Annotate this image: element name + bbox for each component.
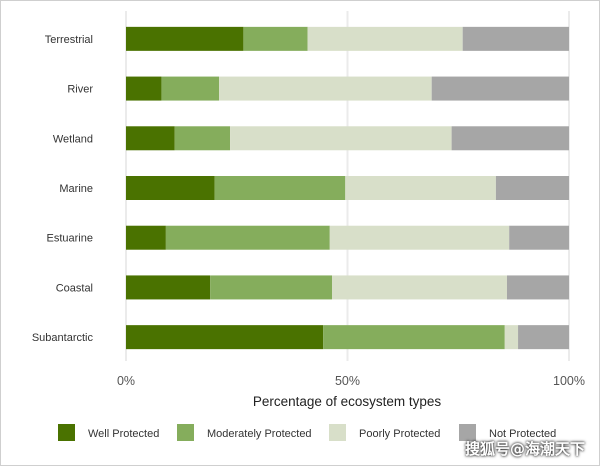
x-tick-100pct: 100% (553, 374, 585, 388)
y-label-marine: Marine (59, 183, 93, 195)
y-label-estuarine: Estuarine (47, 233, 93, 245)
legend-label-poorly-protected: Poorly Protected (359, 428, 440, 440)
bar-river-poorly-protected (219, 76, 432, 101)
bar-coastal-moderately-protected (210, 275, 332, 300)
bar-wetland-moderately-protected (174, 126, 231, 151)
legend-label-not-protected: Not Protected (489, 428, 556, 440)
legend-label-well-protected: Well Protected (88, 428, 159, 440)
bar-wetland-not-protected (451, 126, 569, 151)
bar-subantarctic-poorly-protected (504, 325, 519, 350)
bar-river-not-protected (431, 76, 569, 101)
legend-swatch-poorly-protected (329, 424, 346, 441)
y-label-subantarctic: Subantarctic (32, 332, 94, 344)
bar-terrestrial-moderately-protected (243, 26, 308, 51)
bar-terrestrial-well-protected (126, 26, 244, 51)
bar-coastal-not-protected (506, 275, 569, 300)
bar-river-well-protected (126, 76, 162, 101)
bar-river-moderately-protected (161, 76, 220, 101)
y-label-river: River (67, 84, 93, 96)
bar-coastal-poorly-protected (331, 275, 507, 300)
y-label-terrestrial: Terrestrial (45, 34, 93, 46)
bar-marine-not-protected (495, 176, 569, 200)
x-tick-50pct: 50% (335, 374, 360, 388)
legend-swatch-not-protected (459, 424, 476, 441)
bar-coastal-well-protected (126, 275, 211, 300)
bar-estuarine-moderately-protected (165, 225, 330, 250)
bar-wetland-well-protected (126, 126, 175, 151)
x-axis-ticks: 0% 50% 100% (117, 374, 585, 388)
bar-wetland-poorly-protected (230, 126, 452, 151)
bars (126, 26, 569, 350)
bar-subantarctic-well-protected (126, 325, 324, 350)
bar-subantarctic-moderately-protected (323, 325, 505, 350)
y-axis-labels: Terrestrial River Wetland Marine Estuarine Co… (32, 34, 94, 344)
bar-terrestrial-poorly-protected (307, 26, 463, 51)
bar-estuarine-well-protected (126, 225, 166, 250)
legend-swatch-moderately-protected (177, 424, 194, 441)
y-label-wetland: Wetland (53, 133, 93, 145)
bar-estuarine-poorly-protected (329, 225, 510, 250)
y-label-coastal: Coastal (56, 282, 93, 294)
bar-marine-poorly-protected (345, 176, 496, 200)
legend: Well Protected Moderately Protected Poorly… (58, 424, 556, 441)
x-tick-0pct: 0% (117, 374, 135, 388)
legend-swatch-well-protected (58, 424, 75, 441)
bar-estuarine-not-protected (509, 225, 569, 250)
x-axis-title: Percentage of ecosystem types (253, 394, 442, 409)
bar-terrestrial-not-protected (462, 26, 569, 51)
bar-marine-moderately-protected (214, 176, 346, 200)
bar-marine-well-protected (126, 176, 215, 200)
watermark: 搜狐号@海潮天下 (464, 440, 585, 458)
legend-label-moderately-protected: Moderately Protected (207, 428, 312, 440)
bar-subantarctic-not-protected (518, 325, 569, 350)
